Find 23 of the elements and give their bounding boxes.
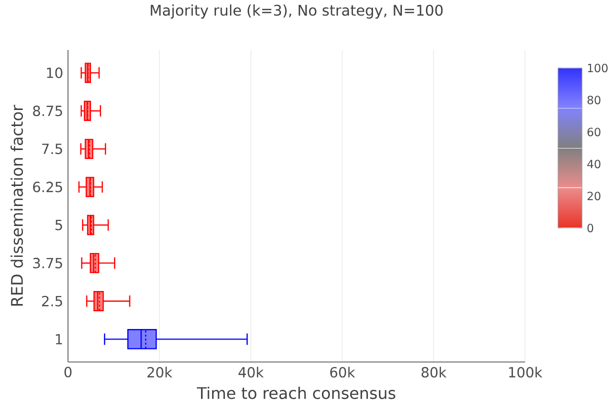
- y-tick-label: 3.75: [33, 258, 62, 268]
- x-tick-label: 60k: [330, 366, 356, 378]
- y-axis-title: RED dissemination factor: [10, 104, 23, 306]
- x-tick-label: 100k: [509, 366, 542, 378]
- color-bar-label: 20: [588, 192, 600, 200]
- color-bar-label: 0: [587, 224, 594, 232]
- x-tick-label: 40k: [238, 366, 264, 378]
- color-bar-label: 60: [588, 128, 600, 136]
- color-bar-label: 100: [588, 64, 608, 72]
- y-tick-label: 7.5: [42, 144, 62, 154]
- y-tick-label: 1: [56, 334, 62, 344]
- x-axis-title: Time to reach consensus: [196, 386, 396, 400]
- y-tick-label: 6.25: [33, 182, 62, 192]
- color-bar-label: 80: [587, 96, 600, 104]
- x-tick-label: 80k: [422, 366, 447, 378]
- chart-title: Majority rule (k=3), No strategy, N=100: [150, 4, 443, 19]
- y-tick-label: 8.75: [33, 106, 62, 116]
- y-tick-label: 5: [55, 220, 62, 230]
- y-tick-label: 2.5: [42, 296, 62, 306]
- x-tick-label: 20k: [147, 366, 172, 378]
- x-tick-label: 0: [64, 366, 72, 378]
- y-tick-label: 10: [47, 68, 62, 78]
- color-bar-label: 40: [587, 160, 600, 168]
